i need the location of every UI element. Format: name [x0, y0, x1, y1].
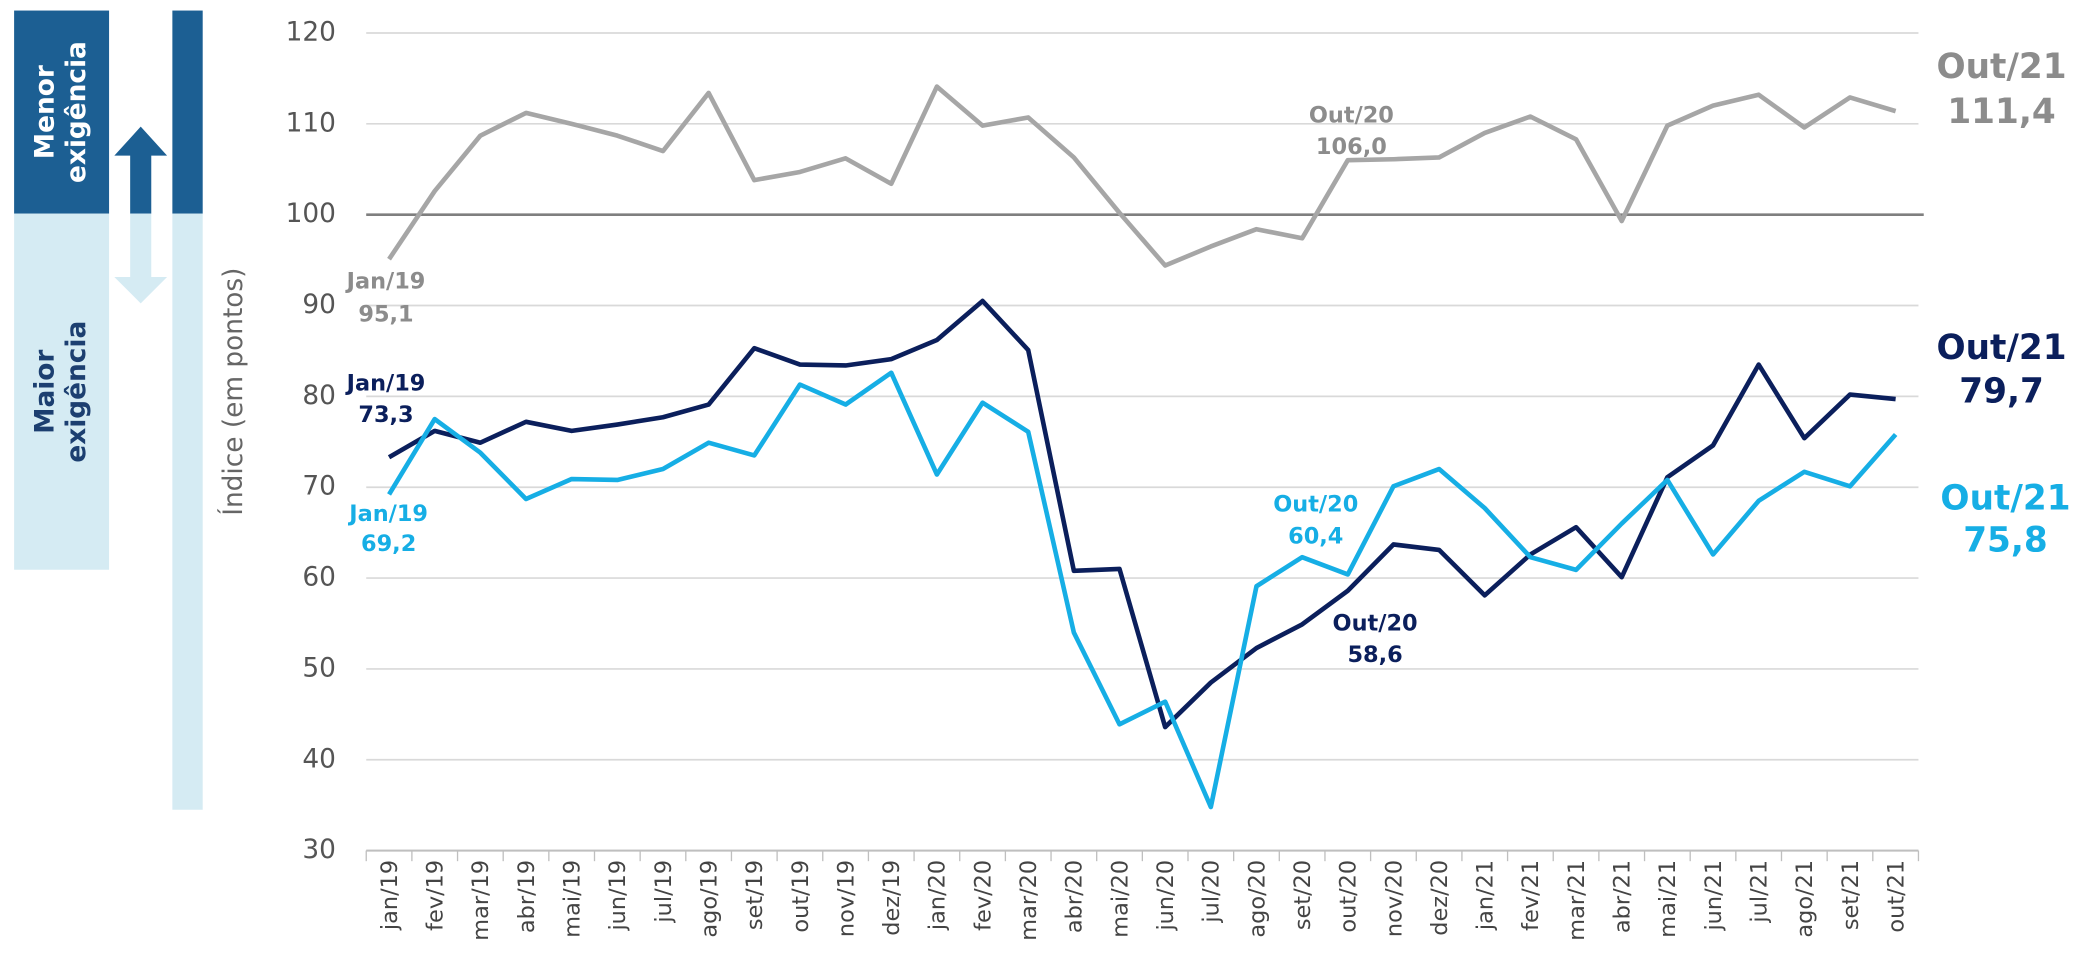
- x-tick-label: jul/21: [1746, 860, 1772, 924]
- y-tick-label: 30: [302, 835, 336, 865]
- annotation: Jan/19: [345, 269, 426, 295]
- annotation: 60,4: [1288, 523, 1343, 549]
- x-tick-label: jan/19: [377, 860, 403, 931]
- x-tick-label: out/19: [788, 860, 814, 933]
- series-line: [387, 298, 1896, 730]
- annotation: 58,6: [1347, 642, 1402, 668]
- annotation: Out/20: [1309, 103, 1394, 129]
- annotation: 95,1: [358, 302, 413, 328]
- y-tick-label: 120: [286, 17, 336, 47]
- x-tick-label: abr/21: [1610, 860, 1636, 933]
- top-bar: [172, 10, 203, 214]
- x-tick-label: jul/20: [1199, 860, 1225, 924]
- x-tick-label: jan/20: [925, 860, 951, 931]
- x-tick-label: abr/19: [514, 860, 540, 933]
- annotation: 69,2: [361, 531, 416, 557]
- y-tick-label: 50: [302, 653, 336, 683]
- annotation: 111,4: [1947, 92, 2055, 132]
- x-tick-label: nov/20: [1381, 860, 1407, 937]
- annotation: Out/20: [1273, 492, 1358, 518]
- series-line: [387, 370, 1898, 810]
- y-tick-label: 70: [302, 472, 336, 502]
- y-tick-label: 100: [286, 199, 336, 229]
- x-tick-label: mai/20: [1107, 860, 1133, 938]
- side-label: exigência: [62, 321, 92, 463]
- bottom-bar: [172, 213, 203, 810]
- x-tick-label: fev/19: [423, 860, 449, 931]
- x-tick-label: jun/21: [1701, 860, 1727, 932]
- x-tick-label: jan/21: [1473, 860, 1499, 931]
- x-tick-label: mai/19: [559, 860, 585, 938]
- x-tick-label: set/21: [1838, 860, 1864, 930]
- x-tick-label: dez/20: [1427, 860, 1453, 936]
- y-axis-label: Índice (em pontos): [217, 268, 249, 516]
- x-tick-label: ago/19: [696, 860, 722, 938]
- x-tick-label: dez/19: [879, 860, 905, 936]
- x-tick-label: nov/19: [833, 860, 859, 937]
- annotation: Jan/19: [345, 370, 426, 396]
- x-tick-label: jun/19: [605, 860, 631, 932]
- y-tick-label: 80: [302, 381, 336, 411]
- x-tick-label: mar/21: [1564, 860, 1590, 941]
- x-tick-label: jul/19: [651, 860, 677, 924]
- annotation: 79,7: [1959, 372, 2044, 412]
- annotation: Out/21: [1940, 478, 2070, 518]
- annotation: 73,3: [358, 402, 413, 428]
- x-tick-label: mai/21: [1655, 860, 1681, 938]
- annotation: Out/21: [1936, 47, 2066, 87]
- x-tick-label: mar/20: [1016, 860, 1042, 941]
- annotation: 106,0: [1316, 134, 1387, 160]
- y-tick-label: 110: [286, 108, 336, 138]
- x-tick-label: fev/21: [1518, 860, 1544, 931]
- y-tick-label: 60: [302, 563, 336, 593]
- x-tick-label: set/20: [1290, 860, 1316, 930]
- x-tick-label: abr/20: [1062, 860, 1088, 933]
- x-tick-label: mar/19: [468, 860, 494, 941]
- bottom-panel: [14, 213, 110, 570]
- series-line: [387, 84, 1897, 268]
- x-tick-label: ago/20: [1244, 860, 1270, 938]
- annotation: 75,8: [1963, 521, 2048, 561]
- top-panel: [14, 10, 110, 214]
- up-arrow: [114, 126, 168, 214]
- y-tick-label: 40: [302, 744, 336, 774]
- x-tick-label: out/21: [1883, 860, 1909, 933]
- x-tick-label: out/20: [1336, 860, 1362, 933]
- annotation: Out/20: [1333, 610, 1418, 636]
- x-tick-label: ago/21: [1792, 860, 1818, 938]
- annotation: Jan/19: [347, 501, 428, 527]
- down-arrow: [114, 213, 168, 304]
- side-label: Menor: [30, 65, 60, 159]
- annotation: Out/21: [1936, 328, 2066, 368]
- x-tick-label: set/19: [742, 860, 768, 930]
- x-tick-label: jun/20: [1153, 860, 1179, 932]
- y-tick-label: 90: [302, 290, 336, 320]
- side-label: Maior: [30, 350, 60, 434]
- x-tick-label: fev/20: [970, 860, 996, 931]
- side-label: exigência: [62, 41, 92, 183]
